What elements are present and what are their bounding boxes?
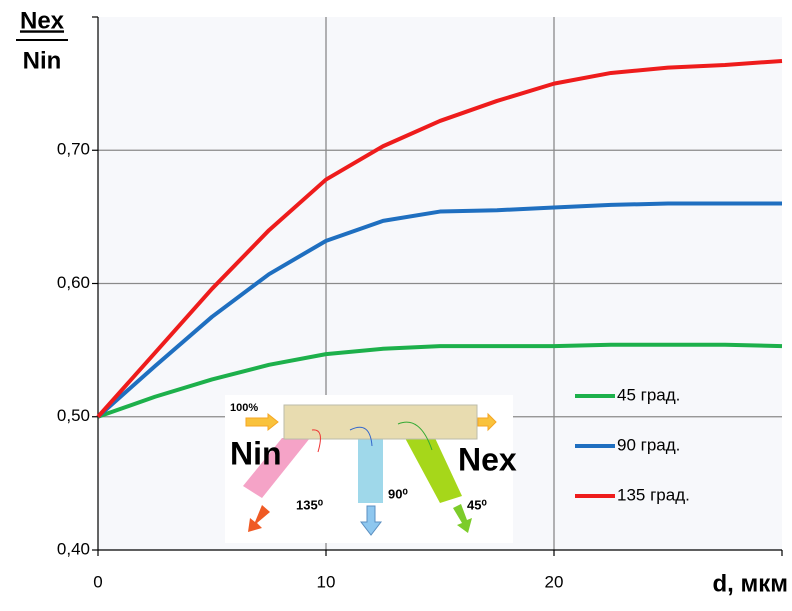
inset-input-label: 100% xyxy=(230,402,258,414)
legend-label: 45 град. xyxy=(617,385,680,404)
inset-right-label: Nex xyxy=(458,441,517,477)
inset-angle-label: 135⁰ xyxy=(296,497,324,512)
y-label-denominator: Nin xyxy=(23,47,62,74)
y-tick-label: 0,50 xyxy=(57,406,90,425)
page: {"chart_data": {"type": "line", "y_label… xyxy=(0,0,792,611)
y-tick-label: 0,60 xyxy=(57,273,90,292)
y-tick-label: 0,70 xyxy=(57,140,90,159)
legend-label: 135 град. xyxy=(617,485,690,504)
x-tick-label: 0 xyxy=(93,572,102,591)
main-channel xyxy=(284,405,477,439)
inset-angle-label: 45⁰ xyxy=(467,497,487,512)
x-tick-label: 20 xyxy=(545,572,564,591)
branch-90 xyxy=(358,438,383,503)
x-tick-label: 10 xyxy=(317,572,336,591)
inset-angle-label: 90⁰ xyxy=(388,486,408,501)
legend-label: 90 град. xyxy=(617,435,680,454)
chart: 100% Nin Nex 135⁰ 90⁰ 45⁰ Nex Nin d, мкм… xyxy=(0,0,792,606)
x-label: d, мкм xyxy=(712,570,788,597)
y-tick-label: 0,40 xyxy=(57,539,90,558)
inset-left-label: Nin xyxy=(230,435,282,471)
y-label-numerator: Nex xyxy=(20,7,65,34)
